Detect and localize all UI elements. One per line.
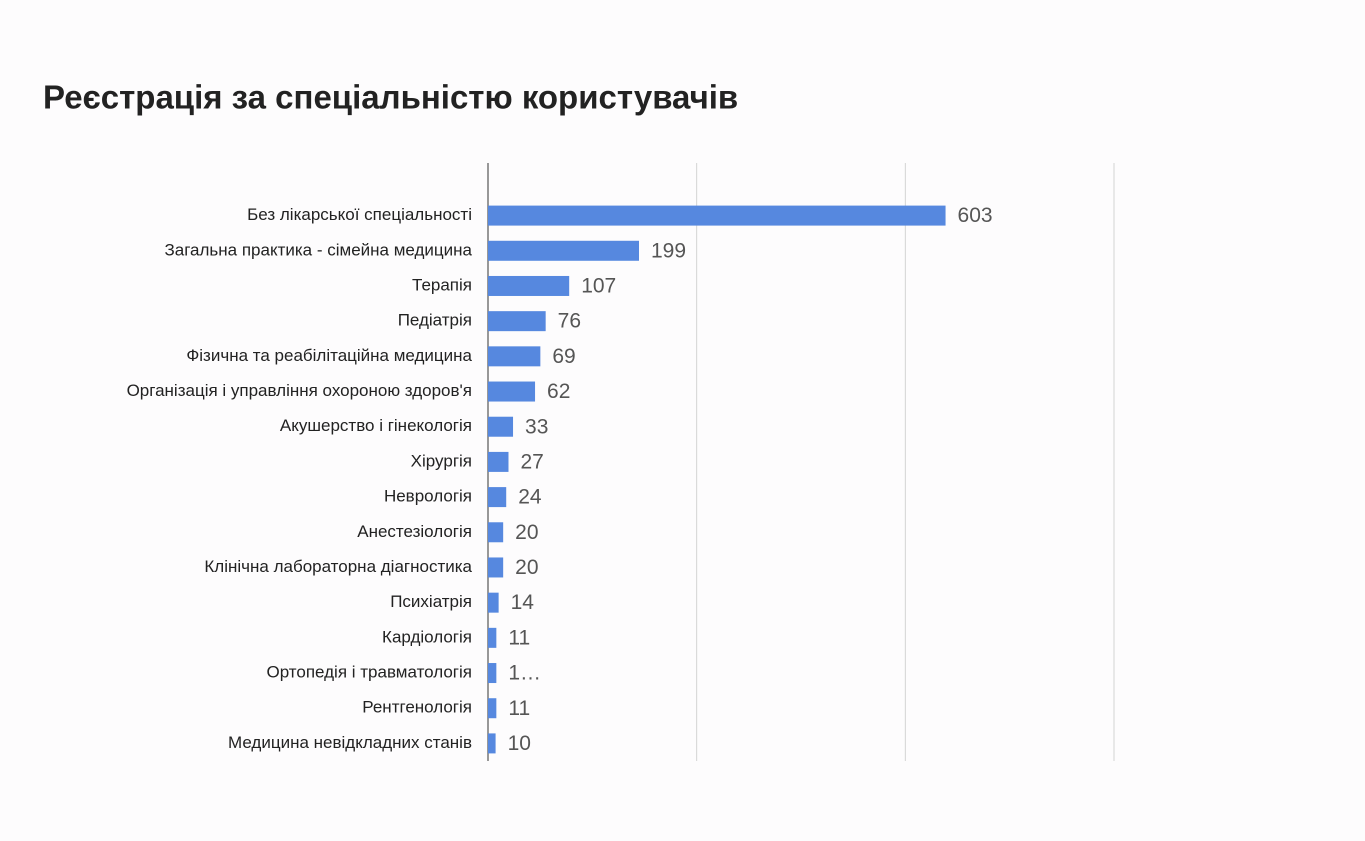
value-label: 10 [508,732,531,755]
bar [488,698,497,719]
bar [488,311,546,332]
value-label: 20 [515,556,538,579]
bar [488,275,570,296]
value-label: 69 [552,345,575,368]
category-label: Фізична та реабілітаційна медицина [186,346,472,365]
bar [488,663,497,684]
value-label: 76 [558,310,581,333]
bar [488,381,536,402]
bar [488,522,504,543]
value-label: 107 [581,275,616,298]
category-label: Без лікарської спеціальності [247,205,472,224]
bar [488,592,499,613]
value-label: 11 [508,697,530,720]
category-label: Клінічна лабораторна діагностика [204,557,472,576]
chart-title: Реєстрація за спеціальністю користувачів [43,79,738,116]
value-label: 14 [511,591,535,614]
bar [488,627,497,648]
category-label: Загальна практика - сімейна медицина [165,240,473,259]
value-label: 199 [651,239,686,262]
bar [488,240,639,261]
bar [488,557,504,578]
value-label: 20 [515,521,538,544]
category-label: Терапія [412,275,472,294]
category-label: Анестезіологія [357,522,472,541]
category-label: Педіатрія [398,311,472,330]
category-label: Психіатрія [390,592,472,611]
category-label: Неврологія [384,487,472,506]
bar [488,346,541,367]
category-label: Хірургія [411,451,472,470]
category-label: Акушерство і гінекологія [280,416,472,435]
bar [488,451,509,472]
value-label: 62 [547,380,570,403]
value-label: 1… [508,662,541,685]
bar [488,487,507,508]
category-label: Рентгенологія [362,698,472,717]
bar [488,205,946,226]
value-label: 603 [958,204,993,227]
category-label: Медицина невідкладних станів [228,733,472,752]
category-label: Організація і управління охороною здоров… [127,381,472,400]
value-label: 33 [525,415,548,438]
bar [488,416,514,437]
category-label: Ортопедія і травматологія [267,663,473,682]
value-label: 11 [508,626,530,649]
value-label: 27 [520,450,543,473]
value-label: 24 [518,486,542,509]
bar [488,733,496,754]
category-label: Кардіологія [382,627,472,646]
